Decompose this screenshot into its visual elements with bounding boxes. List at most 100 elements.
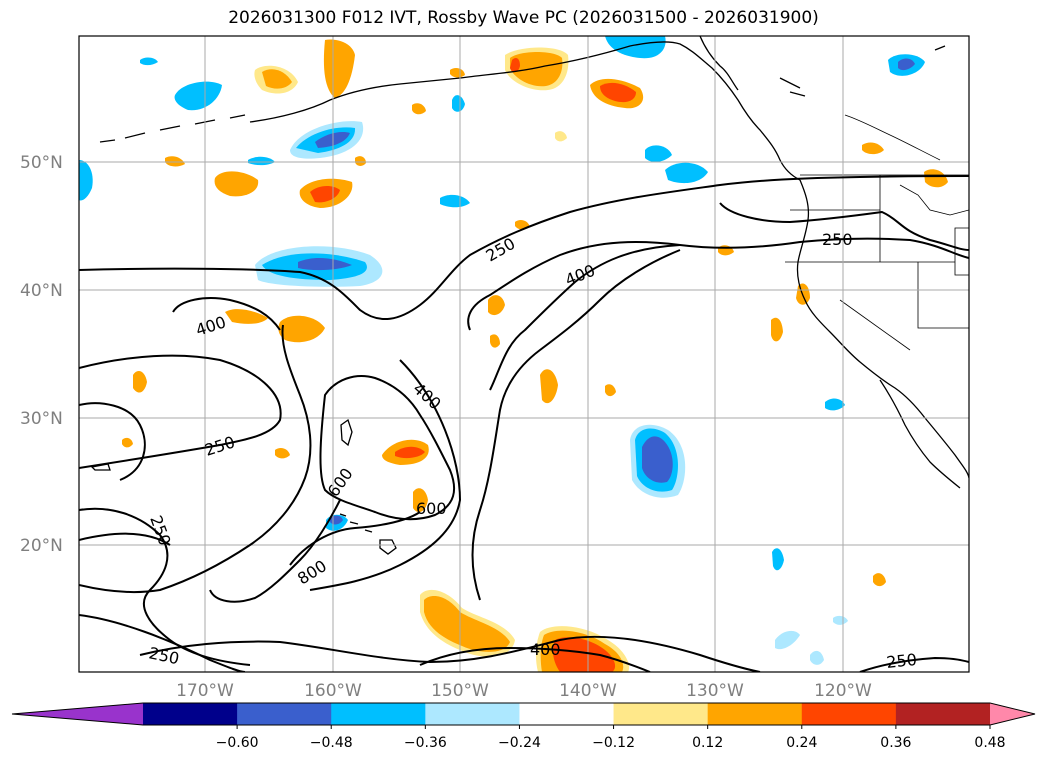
negative-anomaly-patch <box>898 58 915 71</box>
colorbar-segment <box>143 703 238 725</box>
boundary-layer <box>785 114 969 351</box>
hawaiian-islands <box>339 513 397 555</box>
negative-anomaly-patch <box>140 57 158 66</box>
ivt-contour-250 <box>79 614 246 672</box>
positive-anomaly-patch <box>278 315 325 343</box>
negative-anomaly-patch <box>810 650 824 665</box>
aleutian-islands <box>99 114 246 143</box>
state-boundary <box>954 227 969 276</box>
colorbar-segment <box>425 703 520 725</box>
alaska-coastline <box>249 41 801 181</box>
positive-anomaly-patch <box>540 369 558 404</box>
graticule <box>79 36 969 672</box>
ivt-contour-layer <box>79 175 969 672</box>
lon-label-130w: 130°W <box>686 681 744 701</box>
contour-label: 600 <box>416 499 447 518</box>
colorbar-extension-high <box>990 703 1035 725</box>
negative-anomaly-patch <box>605 36 666 59</box>
positive-anomaly-patch <box>413 488 428 513</box>
positive-anomaly-patch <box>262 69 292 89</box>
state-boundary <box>917 262 969 329</box>
positive-anomaly-patch <box>450 67 465 78</box>
positive-anomaly-patch <box>862 142 884 155</box>
lat-label-30n: 30°N <box>20 409 63 429</box>
anomaly-fill-layer <box>79 36 948 672</box>
colorbar-segment <box>519 703 615 725</box>
ivt-contour-250 <box>79 354 282 469</box>
negative-anomaly-patch <box>833 615 848 625</box>
ivt-contour-400 <box>419 646 651 672</box>
longitude-labels: 170°W 160°W 150°W 140°W 130°W 120°W <box>176 681 872 701</box>
lon-label-150w: 150°W <box>431 681 489 701</box>
negative-anomaly-patch <box>174 81 222 111</box>
positive-anomaly-patch <box>488 295 505 316</box>
positive-anomaly-patch <box>555 131 567 142</box>
baja-coastline <box>879 379 961 489</box>
ivt-contour-250 <box>79 532 171 546</box>
negative-anomaly-patch <box>665 162 708 184</box>
positive-anomaly-patch <box>424 596 510 652</box>
colorbar-segment <box>331 703 426 725</box>
ivt-contour-400 <box>79 324 312 594</box>
lon-label-160w: 160°W <box>304 681 362 701</box>
lat-label-20n: 20°N <box>20 536 63 556</box>
positive-anomaly-patch <box>323 39 355 98</box>
ivt-contour-250 <box>79 402 146 481</box>
latitude-labels: 50°N 40°N 30°N 20°N <box>20 153 63 556</box>
ivt-contour-600 <box>319 375 456 521</box>
colorbar-segment <box>613 703 709 725</box>
colorbar: −0.60 −0.48 −0.36 −0.24 −0.12 0.12 0.24 0.36 0.4… <box>11 702 1036 751</box>
ivt-contour-250 <box>719 202 969 251</box>
ivt-contour-250 <box>139 635 761 672</box>
colorbar-ticks: −0.60 −0.48 −0.36 −0.24 −0.12 0.12 0.24 0.36 0.4… <box>216 725 1006 751</box>
lat-label-50n: 50°N <box>20 153 63 173</box>
state-boundary <box>844 114 941 161</box>
map-frame <box>78 35 970 673</box>
lon-label-140w: 140°W <box>559 681 617 701</box>
colorbar-segment <box>895 703 991 725</box>
state-boundary <box>839 299 911 351</box>
negative-anomaly-patch <box>772 548 784 571</box>
positive-anomaly-patch <box>412 103 426 115</box>
positive-anomaly-patch <box>214 171 259 197</box>
positive-anomaly-patch <box>552 637 616 672</box>
colorbar-tick-label: 0.24 <box>786 735 817 751</box>
map-background <box>79 36 969 672</box>
colorbar-segment <box>801 703 897 725</box>
contour-label: 250 <box>885 650 917 672</box>
colorbar-tick-label: −0.60 <box>216 735 259 751</box>
ivt-contour-600 <box>209 499 341 603</box>
ivt-contour-400 <box>471 249 681 601</box>
state-boundary <box>899 184 969 216</box>
ivt-contour-250 <box>859 656 969 672</box>
island-outline <box>934 45 946 51</box>
colorbar-tick-label: −0.48 <box>310 735 353 751</box>
lon-label-120w: 120°W <box>814 681 872 701</box>
colorbar-tick-label: −0.24 <box>498 735 541 751</box>
positive-anomaly-patch <box>490 334 500 348</box>
positive-anomaly-patch <box>924 169 948 188</box>
positive-anomaly-patch <box>275 447 290 459</box>
ivt-contour-400 <box>172 297 281 331</box>
ivt-contour-400 <box>309 359 462 591</box>
positive-anomaly-patch <box>873 573 886 587</box>
colorbar-tick-label: 0.12 <box>692 735 723 751</box>
positive-anomaly-patch <box>771 317 783 342</box>
contour-label: 250 <box>822 230 853 249</box>
colorbar-extension-low <box>12 703 143 725</box>
map-title: 2026031300 F012 IVT, Rossby Wave PC (202… <box>228 8 819 28</box>
colorbar-tick-label: −0.36 <box>404 735 447 751</box>
negative-anomaly-patch <box>642 436 673 483</box>
positive-anomaly-patch <box>395 446 425 459</box>
colorbar-segment <box>237 703 332 725</box>
positive-anomaly-patch <box>600 82 636 103</box>
lat-label-40n: 40°N <box>20 281 63 301</box>
positive-anomaly-patch <box>355 156 366 166</box>
negative-anomaly-patch <box>79 160 93 201</box>
negative-anomaly-patch <box>775 630 800 650</box>
ivt-contour-400 <box>489 244 681 391</box>
alaska-coastline <box>699 36 739 91</box>
positive-anomaly-patch <box>225 309 268 324</box>
island-outline <box>779 77 806 97</box>
